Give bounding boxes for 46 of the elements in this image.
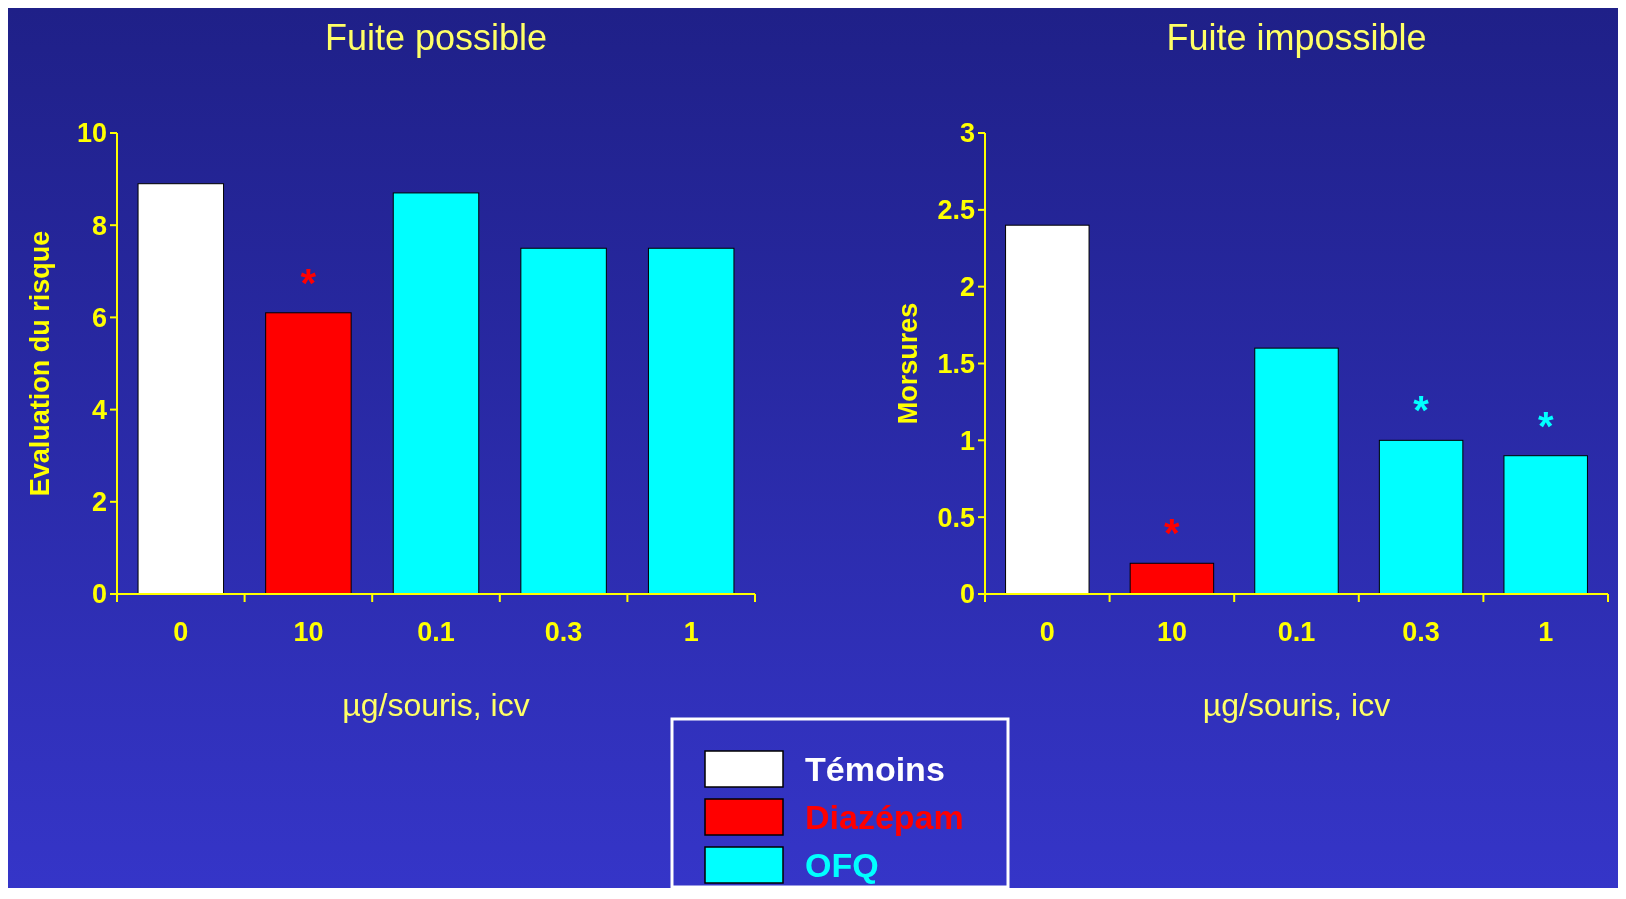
y-tick-label: 1 bbox=[959, 425, 975, 456]
bar bbox=[1503, 455, 1588, 595]
bar bbox=[137, 183, 225, 595]
annotation: * bbox=[1413, 388, 1430, 433]
legend-label: OFQ bbox=[805, 845, 879, 884]
x-tick-label: 1 bbox=[1538, 617, 1554, 647]
y-tick-label: 2.5 bbox=[937, 195, 975, 226]
y-axis-title: Evaluation du risque bbox=[25, 230, 55, 497]
bar bbox=[520, 247, 607, 595]
y-tick-label: 0 bbox=[91, 579, 107, 610]
annotation: * bbox=[1164, 511, 1181, 556]
y-tick-label: 1.5 bbox=[937, 348, 975, 379]
bar bbox=[1129, 562, 1215, 595]
y-tick-label: 2 bbox=[91, 487, 107, 518]
annotation: * bbox=[1537, 403, 1554, 448]
x-tick-label: 0.3 bbox=[544, 617, 583, 647]
y-axis-title: Morsures bbox=[893, 302, 923, 425]
y-tick-label: 0 bbox=[959, 579, 975, 610]
x-tick-label: 0.1 bbox=[1277, 617, 1316, 647]
legend-label: Diazépam bbox=[805, 797, 964, 836]
y-tick-label: 2 bbox=[959, 272, 975, 303]
x-tick-label: 10 bbox=[1156, 617, 1187, 647]
y-tick-label: 10 bbox=[76, 118, 107, 149]
x-axis-title: µg/souris, icv bbox=[1202, 687, 1391, 723]
y-tick-label: 0.5 bbox=[937, 502, 975, 533]
x-tick-label: 0 bbox=[1039, 617, 1055, 647]
chart-title: Fuite impossible bbox=[1166, 17, 1427, 58]
bar bbox=[1005, 224, 1090, 595]
x-tick-label: 1 bbox=[683, 617, 699, 647]
x-tick-label: 10 bbox=[293, 617, 324, 647]
y-tick-label: 4 bbox=[91, 395, 107, 426]
bar bbox=[647, 247, 735, 595]
chart-title: Fuite possible bbox=[324, 17, 548, 58]
x-tick-label: 0.1 bbox=[417, 617, 455, 647]
bar bbox=[1254, 347, 1339, 595]
y-tick-label: 6 bbox=[91, 302, 107, 333]
bar bbox=[392, 192, 480, 595]
bar bbox=[1378, 439, 1464, 595]
x-tick-label: 0 bbox=[173, 617, 189, 647]
bar bbox=[265, 312, 352, 595]
annotation: * bbox=[300, 260, 317, 305]
x-tick-label: 0.3 bbox=[1402, 617, 1440, 647]
x-axis-title: µg/souris, icv bbox=[342, 687, 530, 723]
y-tick-label: 3 bbox=[959, 118, 975, 149]
y-tick-label: 8 bbox=[91, 210, 107, 241]
legend-label: Témoins bbox=[805, 749, 945, 788]
